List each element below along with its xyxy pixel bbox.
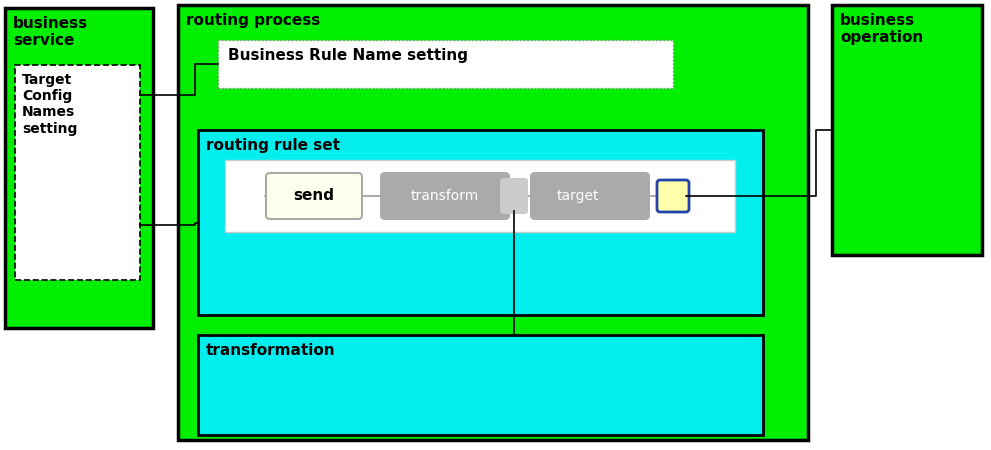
Text: transformation: transformation: [206, 343, 336, 358]
FancyBboxPatch shape: [5, 8, 153, 328]
FancyBboxPatch shape: [832, 5, 982, 255]
Text: send: send: [293, 189, 335, 203]
Text: business
service: business service: [13, 16, 88, 49]
FancyBboxPatch shape: [15, 65, 140, 280]
FancyBboxPatch shape: [218, 40, 673, 88]
FancyBboxPatch shape: [380, 172, 510, 220]
FancyBboxPatch shape: [198, 335, 763, 435]
FancyBboxPatch shape: [500, 178, 528, 214]
FancyBboxPatch shape: [530, 172, 650, 220]
Text: Target
Config
Names
setting: Target Config Names setting: [22, 73, 77, 135]
FancyBboxPatch shape: [198, 130, 763, 315]
Text: routing process: routing process: [186, 13, 320, 28]
FancyBboxPatch shape: [225, 160, 735, 232]
Text: target: target: [557, 189, 600, 203]
Text: transform: transform: [411, 189, 479, 203]
Text: Business Rule Name setting: Business Rule Name setting: [228, 48, 468, 63]
Text: routing rule set: routing rule set: [206, 138, 340, 153]
FancyBboxPatch shape: [178, 5, 808, 440]
FancyBboxPatch shape: [657, 180, 689, 212]
FancyBboxPatch shape: [266, 173, 362, 219]
Text: business
operation: business operation: [840, 13, 924, 45]
